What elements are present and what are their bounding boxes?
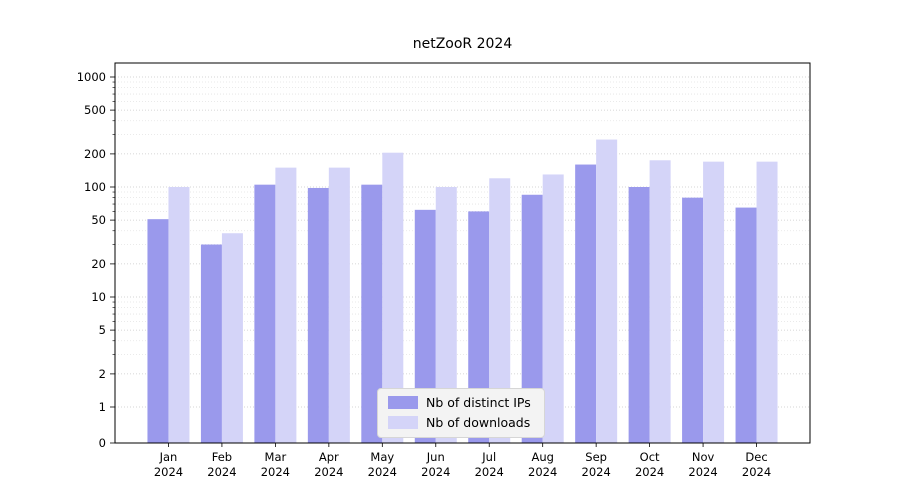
legend-swatch-distinct-ips [388, 396, 418, 409]
svg-text:0: 0 [99, 436, 106, 450]
svg-text:5: 5 [99, 323, 106, 337]
chart-title: netZooR 2024 [412, 36, 513, 52]
legend-item-distinct-ips: Nb of distinct IPs [388, 396, 531, 409]
svg-text:Jan: Jan [159, 450, 178, 464]
svg-text:2024: 2024 [207, 465, 236, 479]
svg-text:100: 100 [84, 180, 106, 194]
svg-text:Jun: Jun [426, 450, 445, 464]
svg-text:2024: 2024 [528, 465, 557, 479]
svg-text:2: 2 [99, 367, 106, 381]
svg-text:Jul: Jul [481, 450, 496, 464]
svg-text:Aug: Aug [531, 450, 553, 464]
svg-text:Feb: Feb [212, 450, 232, 464]
svg-text:Nov: Nov [692, 450, 715, 464]
svg-text:2024: 2024 [368, 465, 397, 479]
legend-swatch-downloads [388, 416, 418, 429]
svg-text:2024: 2024 [314, 465, 343, 479]
svg-text:Oct: Oct [640, 450, 660, 464]
svg-text:20: 20 [91, 257, 106, 271]
svg-text:2024: 2024 [261, 465, 290, 479]
legend-label-distinct-ips: Nb of distinct IPs [426, 395, 531, 410]
svg-text:Dec: Dec [745, 450, 767, 464]
svg-text:2024: 2024 [582, 465, 611, 479]
svg-text:2024: 2024 [475, 465, 504, 479]
svg-text:Apr: Apr [319, 450, 339, 464]
legend-label-downloads: Nb of downloads [426, 415, 531, 430]
svg-text:Sep: Sep [585, 450, 607, 464]
svg-text:10: 10 [91, 290, 106, 304]
legend-item-downloads: Nb of downloads [388, 416, 531, 429]
svg-text:2024: 2024 [154, 465, 183, 479]
svg-text:1: 1 [99, 400, 106, 414]
svg-text:2024: 2024 [421, 465, 450, 479]
svg-text:1000: 1000 [77, 70, 106, 84]
svg-text:500: 500 [84, 103, 106, 117]
svg-text:2024: 2024 [635, 465, 664, 479]
chart-legend: Nb of distinct IPs Nb of downloads [377, 388, 545, 438]
svg-text:Mar: Mar [265, 450, 287, 464]
svg-text:200: 200 [84, 147, 106, 161]
svg-text:2024: 2024 [688, 465, 717, 479]
svg-text:50: 50 [91, 213, 106, 227]
svg-text:May: May [370, 450, 394, 464]
svg-text:2024: 2024 [742, 465, 771, 479]
